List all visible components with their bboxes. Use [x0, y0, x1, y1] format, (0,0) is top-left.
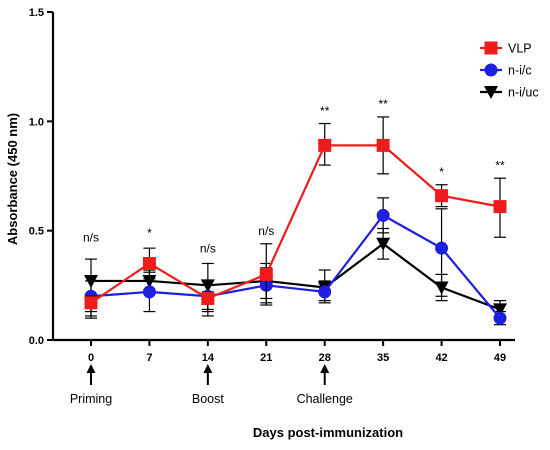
- legend-marker: [484, 41, 498, 55]
- annotation-arrowhead: [86, 364, 96, 373]
- data-point: [201, 291, 215, 305]
- data-point: [376, 208, 390, 222]
- x-tick-label: 0: [88, 352, 94, 364]
- y-tick-label: 0.5: [29, 226, 44, 238]
- data-point: [259, 267, 273, 281]
- legend-marker: [484, 63, 498, 77]
- series-line: [91, 242, 501, 311]
- legend-label: VLP: [508, 42, 532, 56]
- x-tick-label: 49: [494, 352, 506, 364]
- annotation-layer: Priming Boost Challenge: [70, 364, 353, 406]
- series-line: [90, 213, 501, 319]
- annotation-label: Priming: [70, 392, 112, 406]
- data-point: [493, 200, 507, 214]
- chart-legend: VLP n-i/c n-i/uc: [480, 41, 539, 100]
- y-axis-label: Absorbance (450 nm): [5, 113, 20, 245]
- x-tick-label: 14: [202, 352, 215, 364]
- significance-label: n/s: [258, 224, 274, 238]
- annotation-label: Challenge: [297, 392, 353, 406]
- legend-label: n-i/c: [508, 64, 532, 78]
- significance-label: *: [147, 226, 152, 240]
- annotation-arrowhead: [320, 364, 330, 373]
- chart-axes: 0.0 0.5 1.0 1.5 0 7 14 21 28 35 42 49: [29, 7, 515, 364]
- data-point: [493, 311, 507, 325]
- x-tick-label: 42: [435, 352, 447, 364]
- data-point: [142, 285, 156, 299]
- data-point: [376, 138, 390, 152]
- data-point: [84, 296, 98, 310]
- data-point: [376, 237, 391, 251]
- x-tick-label: 7: [146, 352, 152, 364]
- y-tick-label: 1.5: [29, 7, 44, 19]
- significance-label: *: [439, 165, 444, 179]
- series-n-i-uc: [84, 227, 507, 319]
- chart-series-layer: [84, 116, 507, 326]
- data-point: [435, 189, 449, 203]
- legend-label: n-i/uc: [508, 86, 539, 100]
- significance-label: n/s: [200, 242, 216, 256]
- series-vlp: [84, 116, 507, 317]
- significance-label: **: [495, 158, 505, 172]
- data-point: [435, 241, 449, 255]
- x-tick-label: 21: [260, 352, 272, 364]
- data-point: [493, 303, 507, 317]
- significance-layer: n/s *n/sn/s** *** **: [83, 97, 505, 255]
- x-axis-label: Days post-immunization: [253, 425, 403, 440]
- data-point: [318, 138, 332, 152]
- legend-marker: [484, 86, 498, 99]
- significance-label: **: [378, 97, 388, 111]
- y-tick-label: 0.0: [29, 335, 44, 347]
- data-point: [318, 285, 332, 299]
- x-tick-label: 35: [377, 352, 389, 364]
- y-tick-label: 1.0: [29, 116, 44, 128]
- annotation-arrowhead: [203, 364, 213, 373]
- annotation-label: Boost: [192, 392, 224, 406]
- data-point: [142, 256, 156, 270]
- series-line: [90, 144, 501, 304]
- significance-label: n/s: [83, 231, 99, 245]
- x-tick-label: 28: [319, 352, 331, 364]
- significance-label: **: [320, 104, 330, 118]
